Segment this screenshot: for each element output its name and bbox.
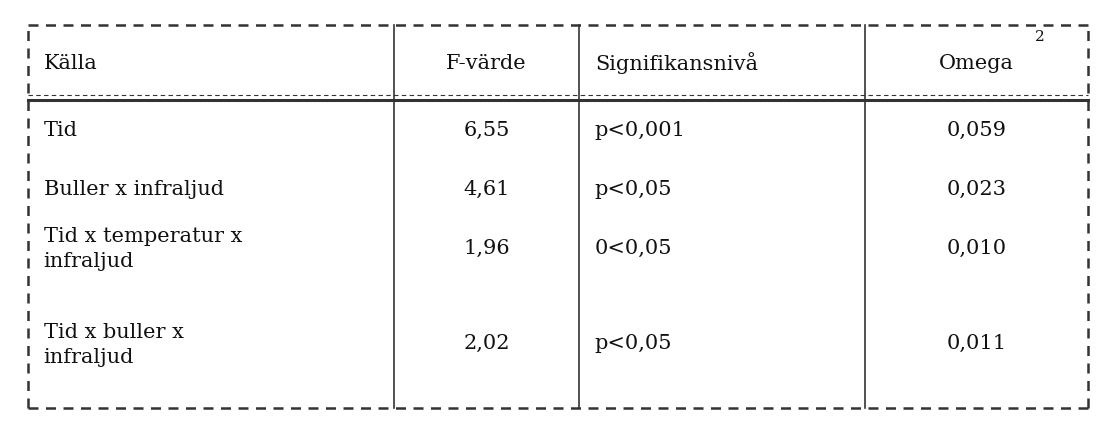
Text: 0,023: 0,023 — [946, 180, 1007, 199]
Text: 4,61: 4,61 — [463, 180, 510, 199]
Text: Buller x infraljud: Buller x infraljud — [44, 180, 223, 199]
Text: 2,02: 2,02 — [463, 333, 510, 352]
Text: F-värde: F-värde — [446, 54, 527, 73]
Text: p<0,05: p<0,05 — [595, 333, 672, 352]
Text: 2: 2 — [1035, 30, 1045, 44]
Text: 0,011: 0,011 — [946, 333, 1007, 352]
Text: Omega: Omega — [940, 54, 1014, 73]
Text: Signifikansnivå: Signifikansnivå — [595, 53, 758, 74]
Text: Källa: Källa — [44, 54, 97, 73]
Text: Tid x temperatur x
infraljud: Tid x temperatur x infraljud — [44, 227, 242, 271]
Text: 6,55: 6,55 — [463, 121, 510, 140]
Text: 1,96: 1,96 — [463, 238, 510, 257]
Text: 0,059: 0,059 — [946, 121, 1007, 140]
Text: p<0,05: p<0,05 — [595, 180, 672, 199]
Text: Tid: Tid — [44, 121, 77, 140]
Text: Tid x buller x
infraljud: Tid x buller x infraljud — [44, 322, 183, 366]
Text: 0<0,05: 0<0,05 — [595, 238, 672, 257]
Text: 0,010: 0,010 — [946, 238, 1007, 257]
Text: p<0,001: p<0,001 — [595, 121, 686, 140]
